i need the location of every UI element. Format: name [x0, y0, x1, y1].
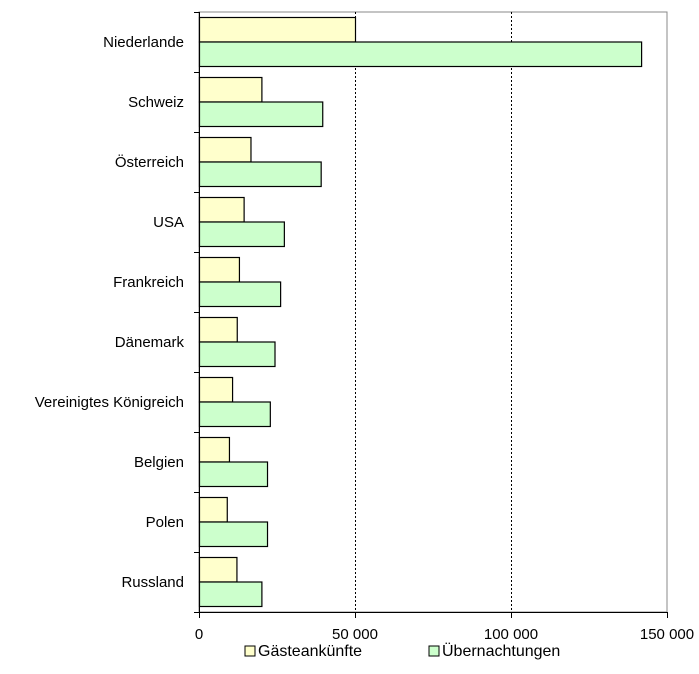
bar-arrivals — [198, 196, 245, 223]
bar-overnights — [198, 401, 271, 428]
bar-overnights — [198, 221, 285, 248]
category-label: Dänemark — [115, 334, 185, 351]
legend-swatch — [244, 645, 256, 657]
bar-arrivals — [198, 256, 241, 283]
bar-overnights — [198, 161, 322, 188]
legend-swatch — [428, 645, 440, 657]
bar-overnights — [198, 581, 263, 608]
x-tick-label: 0 — [195, 626, 203, 643]
legend: Gästeankünfte Übernachtungen — [244, 642, 560, 660]
bar-overnights — [198, 41, 643, 68]
x-tick-label: 100 000 — [484, 626, 538, 643]
bar-arrivals — [198, 556, 238, 583]
category-label: Belgien — [134, 454, 184, 471]
x-tick-label: 50 000 — [332, 626, 378, 643]
category-label: Schweiz — [128, 94, 184, 111]
bar-arrivals — [198, 16, 357, 43]
bar-arrivals — [198, 76, 263, 103]
bar-arrivals — [198, 496, 228, 523]
category-label: Russland — [121, 574, 184, 591]
bar-overnights — [198, 101, 324, 128]
bar-overnights — [198, 521, 269, 548]
category-labels: Niederlande Schweiz Österreich USA Frankreic… — [35, 34, 185, 591]
bars — [198, 16, 643, 608]
category-label: Polen — [146, 514, 184, 531]
legend-label: Übernachtungen — [442, 642, 560, 660]
bar-overnights — [198, 281, 282, 308]
bar-arrivals — [198, 136, 252, 163]
bar-arrivals — [198, 436, 231, 463]
bar-overnights — [198, 341, 276, 368]
category-label: Niederlande — [103, 34, 184, 51]
x-tick-label: 150 000 — [640, 626, 694, 643]
axes — [194, 12, 668, 618]
bar-arrivals — [198, 316, 238, 343]
bar-overnights — [198, 461, 269, 488]
category-label: USA — [153, 214, 184, 231]
category-label: Österreich — [115, 153, 184, 171]
category-label: Vereinigtes Königreich — [35, 394, 184, 411]
bar-arrivals — [198, 376, 234, 403]
x-tick-labels: 0 50 000 100 000 150 000 — [195, 626, 694, 643]
legend-label: Gästeankünfte — [258, 643, 362, 660]
category-label: Frankreich — [113, 274, 184, 291]
